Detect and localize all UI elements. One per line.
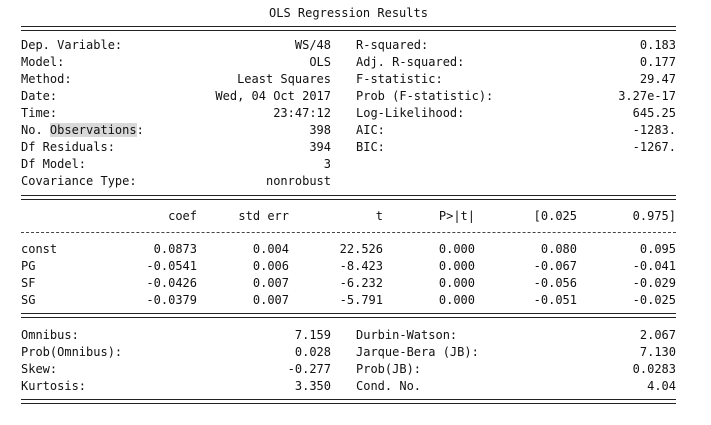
col-header-ci-lower: [0.025 <box>533 209 577 223</box>
value-aic: -1283. <box>632 123 676 137</box>
col-header-coef: coef <box>168 209 197 223</box>
value-covariance-type: nonrobust <box>265 174 331 188</box>
cell-std-err: 0.007 <box>252 276 289 290</box>
rule-lower <box>21 313 676 318</box>
cell-p: 0.000 <box>438 242 475 256</box>
cell-coef: -0.0426 <box>146 276 197 290</box>
value-method: Least Squares <box>237 72 331 86</box>
row-name-pg: PG <box>21 259 36 273</box>
value-df-residuals: 394 <box>309 140 331 154</box>
cell-ci-upper: -0.025 <box>632 293 676 307</box>
value-cond-no: 4.04 <box>647 379 676 393</box>
label-df-model: Df Model: <box>21 157 87 171</box>
label-no-observations-highlight: Observations <box>49 123 137 137</box>
rule-upper <box>21 195 676 200</box>
value-prob-f-statistic: 3.27e-17 <box>618 89 676 103</box>
col-header-p: P>|t| <box>438 209 475 223</box>
label-prob-jb: Prob(JB): <box>356 362 422 376</box>
label-adj-r-squared: Adj. R-squared: <box>356 55 465 69</box>
cell-ci-lower: -0.051 <box>533 293 577 307</box>
value-model: OLS <box>309 55 331 69</box>
col-header-ci-upper: 0.975] <box>632 209 676 223</box>
value-prob-omnibus: 0.028 <box>294 345 331 359</box>
cell-t: 22.526 <box>339 242 383 256</box>
row-name-sg: SG <box>21 293 36 307</box>
label-time: Time: <box>21 106 58 120</box>
rule-bottom <box>21 399 676 404</box>
label-prob-f-statistic: Prob (F-statistic): <box>356 89 494 103</box>
label-no-observations: No. Observations: <box>21 123 144 137</box>
cell-ci-upper: -0.041 <box>632 259 676 273</box>
cell-ci-upper: -0.029 <box>632 276 676 290</box>
label-bic: BIC: <box>356 140 385 154</box>
value-r-squared: 0.183 <box>639 38 676 52</box>
cell-std-err: 0.007 <box>252 293 289 307</box>
value-df-model: 3 <box>323 157 331 171</box>
label-skew: Skew: <box>21 362 58 376</box>
cell-ci-lower: -0.056 <box>533 276 577 290</box>
label-jarque-bera: Jarque-Bera (JB): <box>356 345 479 359</box>
value-log-likelihood: 645.25 <box>632 106 676 120</box>
value-omnibus: 7.159 <box>294 328 331 342</box>
label-date: Date: <box>21 89 58 103</box>
label-kurtosis: Kurtosis: <box>21 379 87 393</box>
col-header-t: t <box>375 209 383 223</box>
value-f-statistic: 29.47 <box>639 72 676 86</box>
cell-coef: -0.0379 <box>146 293 197 307</box>
label-r-squared: R-squared: <box>356 38 429 52</box>
cell-ci-lower: 0.080 <box>540 242 577 256</box>
value-prob-jb: 0.0283 <box>632 362 676 376</box>
rule-table-head <box>21 232 676 233</box>
rule-top <box>21 26 676 31</box>
cell-p: 0.000 <box>438 293 475 307</box>
label-no-observations-post: : <box>136 123 144 137</box>
cell-t: -6.232 <box>339 276 383 290</box>
label-covariance-type: Covariance Type: <box>21 174 137 188</box>
cell-std-err: 0.004 <box>252 242 289 256</box>
value-bic: -1267. <box>632 140 676 154</box>
label-df-residuals: Df Residuals: <box>21 140 115 154</box>
cell-coef: -0.0541 <box>146 259 197 273</box>
label-omnibus: Omnibus: <box>21 328 79 342</box>
value-adj-r-squared: 0.177 <box>639 55 676 69</box>
row-name-sf: SF <box>21 276 36 290</box>
value-durbin-watson: 2.067 <box>639 328 676 342</box>
cell-ci-upper: 0.095 <box>639 242 676 256</box>
label-dep-variable: Dep. Variable: <box>21 38 123 52</box>
label-f-statistic: F-statistic: <box>356 72 443 86</box>
value-jarque-bera: 7.130 <box>639 345 676 359</box>
value-skew: -0.277 <box>287 362 331 376</box>
label-cond-no: Cond. No. <box>356 379 422 393</box>
summary-title: OLS Regression Results <box>269 6 428 20</box>
value-date: Wed, 04 Oct 2017 <box>215 89 331 103</box>
cell-t: -5.791 <box>339 293 383 307</box>
col-header-std-err: std err <box>238 209 289 223</box>
cell-p: 0.000 <box>438 276 475 290</box>
row-name-const: const <box>21 242 58 256</box>
label-model: Model: <box>21 55 65 69</box>
cell-std-err: 0.006 <box>252 259 289 273</box>
cell-coef: 0.0873 <box>153 242 197 256</box>
cell-t: -8.423 <box>339 259 383 273</box>
label-log-likelihood: Log-Likelihood: <box>356 106 465 120</box>
label-aic: AIC: <box>356 123 385 137</box>
cell-ci-lower: -0.067 <box>533 259 577 273</box>
label-prob-omnibus: Prob(Omnibus): <box>21 345 123 359</box>
label-durbin-watson: Durbin-Watson: <box>356 328 458 342</box>
value-dep-variable: WS/48 <box>294 38 331 52</box>
label-no-observations-pre: No. <box>21 123 50 137</box>
value-kurtosis: 3.350 <box>294 379 331 393</box>
value-no-observations: 398 <box>309 123 331 137</box>
label-method: Method: <box>21 72 72 86</box>
cell-p: 0.000 <box>438 259 475 273</box>
value-time: 23:47:12 <box>273 106 331 120</box>
